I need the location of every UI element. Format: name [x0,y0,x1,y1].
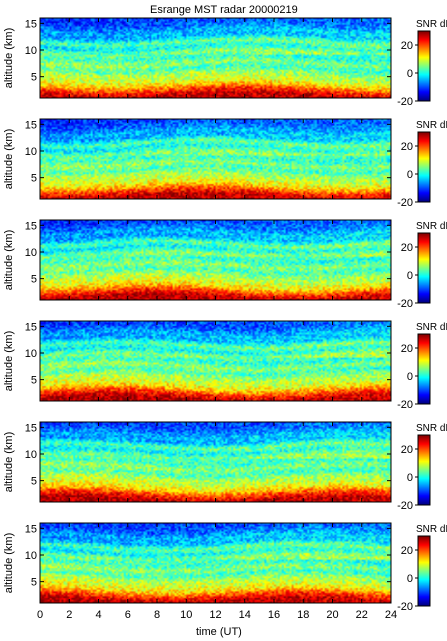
y-tick-label: 10 [25,247,37,259]
colorbar-tick-label: -20 [397,96,413,108]
heatmap-image [40,220,391,300]
colorbar [418,233,430,303]
y-tick-label: 10 [25,146,37,158]
colorbar-tick-label: 20 [401,242,413,254]
colorbar [418,132,430,202]
colorbar-label: SNR dB [416,19,447,30]
x-tick-label: 24 [385,609,397,621]
y-axis-label: altitude (km) [3,533,15,594]
colorbar-label: SNR dB [416,221,447,232]
colorbar-tick-label: 0 [407,68,413,80]
colorbar-tick-label: 20 [401,40,413,52]
x-tick-label: 18 [297,609,309,621]
colorbar [418,31,430,101]
colorbar-label: SNR dB [416,423,447,434]
y-tick-label: 10 [25,348,37,360]
colorbar-tick-label: 20 [401,444,413,456]
colorbar-tick-label: -20 [397,601,413,613]
y-tick-label: 15 [25,18,37,30]
colorbar-tick-label: -20 [397,399,413,411]
colorbar-tick-label: 20 [401,545,413,557]
y-tick-label: 15 [25,119,37,131]
colorbar-tick-label: 20 [401,141,413,153]
colorbar-frame [417,30,431,102]
x-tick-label: 20 [326,609,338,621]
x-tick-label: 6 [125,609,131,621]
colorbar-frame [417,232,431,304]
y-tick-label: 5 [31,577,37,589]
x-tick-label: 2 [66,609,72,621]
colorbar-label: SNR dB [416,322,447,333]
y-axis-label: altitude (km) [3,230,15,291]
y-tick-label: 10 [25,449,37,461]
heatmap-image [40,422,391,502]
heatmap-image [40,523,391,603]
y-tick-label: 5 [31,476,37,488]
y-tick-label: 10 [25,45,37,57]
x-tick-label: 14 [239,609,251,621]
colorbar-frame [417,131,431,203]
colorbar-tick-label: 0 [407,472,413,484]
y-tick-label: 15 [25,523,37,535]
colorbar-frame [417,535,431,607]
y-axis-label: altitude (km) [3,331,15,392]
x-tick-label: 8 [154,609,160,621]
x-tick-label: 4 [95,609,101,621]
y-tick-label: 5 [31,173,37,185]
colorbar-frame [417,333,431,405]
colorbar-tick-label: 0 [407,371,413,383]
colorbar-label: SNR dB [416,120,447,131]
y-axis-label: altitude (km) [3,28,15,89]
colorbar [418,536,430,606]
colorbar-tick-label: 0 [407,169,413,181]
x-tick-label: 12 [209,609,221,621]
colorbar-tick-label: -20 [397,298,413,310]
colorbar-label: SNR dB [416,524,447,535]
heatmap-image [40,321,391,401]
y-axis-label: altitude (km) [3,432,15,493]
colorbar-frame [417,434,431,506]
x-tick-label: 16 [268,609,280,621]
colorbar [418,435,430,505]
x-tick-label: 10 [180,609,192,621]
y-tick-label: 15 [25,321,37,333]
y-tick-label: 15 [25,422,37,434]
y-tick-label: 10 [25,550,37,562]
y-tick-label: 5 [31,72,37,84]
heatmap-image [40,18,391,98]
chart-title: Esrange MST radar 20000219 [150,4,298,16]
y-tick-label: 5 [31,274,37,286]
x-axis-label: time (UT) [196,626,242,638]
colorbar-tick-label: -20 [397,500,413,512]
y-tick-label: 5 [31,375,37,387]
colorbar-tick-label: 0 [407,270,413,282]
x-tick-label: 0 [37,609,43,621]
x-tick-label: 22 [356,609,368,621]
heatmap-image [40,119,391,199]
y-tick-label: 15 [25,220,37,232]
colorbar-tick-label: -20 [397,197,413,209]
y-axis-label: altitude (km) [3,129,15,190]
colorbar-tick-label: 0 [407,573,413,585]
colorbar [418,334,430,404]
colorbar-tick-label: 20 [401,343,413,355]
